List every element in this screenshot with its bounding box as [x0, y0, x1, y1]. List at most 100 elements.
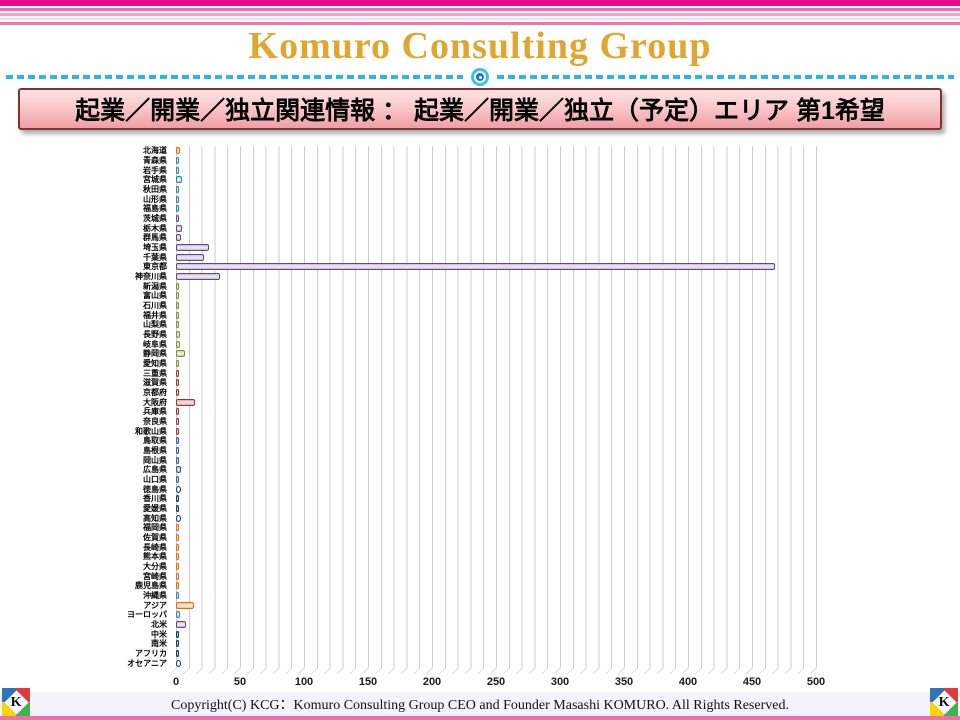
category-label: 福井県	[143, 310, 167, 320]
x-tick-label: 0	[172, 676, 180, 688]
stripe-gap	[0, 16, 960, 18]
stripe	[0, 13, 960, 16]
header-divider	[6, 68, 954, 86]
category-label: 滋賀県	[143, 378, 167, 388]
section-banner-text: 起業／開業／独立関連情報 ： 起業／開業／独立（予定）エリア 第1希望	[75, 97, 885, 125]
top-decoration-stripes	[0, 0, 960, 25]
bar	[176, 176, 183, 184]
bar	[176, 215, 179, 222]
x-tick-label: 300	[550, 676, 570, 688]
category-label: 長崎県	[143, 542, 167, 552]
bar	[176, 205, 179, 213]
divider-dash-left	[6, 75, 463, 79]
stripe-gap	[0, 11, 960, 13]
category-label: 山形県	[143, 194, 167, 204]
stripe-gap	[0, 20, 960, 22]
x-axis: 0 50 100 150 200 250 300 350 400 450 500	[172, 676, 832, 692]
stripe-gap	[0, 6, 960, 8]
category-labels: 北海道 青森県 岩手県 宮城県 秋田県 山形県 福島県 茨城県 栃木県 群馬県 埼玉県 千葉県 東京都神…	[0, 146, 172, 668]
category-label: 静岡県	[143, 349, 167, 359]
bar	[176, 292, 179, 300]
zero-marker	[176, 659, 181, 667]
category-label: 奈良県	[143, 416, 167, 426]
bar	[176, 234, 182, 242]
bar	[176, 350, 185, 358]
bar	[176, 321, 179, 329]
bar	[176, 244, 210, 251]
category-label: 愛知県	[143, 358, 167, 368]
category-label: 高知県	[143, 513, 167, 523]
category-label: 埼玉県	[143, 242, 167, 252]
x-tick-label: 250	[486, 676, 506, 688]
copyright-text: Copyright(C) KCG：Komuro Consulting Group…	[171, 698, 789, 713]
category-label: アフリカ	[135, 648, 167, 658]
x-tick-label: 400	[678, 676, 698, 688]
category-label: 鳥取県	[143, 436, 167, 446]
category-label: 北海道	[143, 146, 167, 156]
category-label: 千葉県	[143, 252, 167, 262]
zero-marker	[176, 485, 181, 493]
bar	[176, 360, 179, 367]
x-tick-label: 500	[806, 676, 826, 688]
category-label: ヨーロッパ	[127, 610, 167, 620]
x-tick-label: 50	[233, 676, 247, 688]
bar	[176, 572, 179, 580]
section-banner: 起業／開業／独立関連情報 ： 起業／開業／独立（予定）エリア 第1希望	[18, 88, 942, 130]
bar	[176, 495, 179, 503]
category-label: 徳島県	[143, 484, 167, 494]
kcg-logo-right: K	[930, 688, 958, 716]
bar	[176, 273, 220, 280]
bar	[176, 408, 179, 416]
category-label: 長野県	[143, 329, 167, 339]
bar	[176, 650, 179, 657]
bar	[176, 302, 179, 309]
logo-diamond: K	[931, 689, 957, 715]
category-label: 愛媛県	[143, 503, 167, 513]
bar	[176, 369, 179, 377]
category-label: 東京都	[143, 262, 167, 272]
category-label: 新潟県	[143, 281, 167, 291]
bar	[176, 282, 179, 290]
logo-letter: K	[938, 693, 950, 709]
category-label: 広島県	[143, 465, 167, 475]
divider-target-icon	[471, 68, 489, 86]
category-label: 熊本県	[143, 552, 167, 562]
category-label: 福岡県	[143, 523, 167, 533]
category-label: 南米	[151, 639, 167, 649]
category-label: 和歌山県	[135, 426, 167, 436]
category-label: 北米	[151, 619, 167, 629]
bar	[176, 621, 187, 628]
bar	[176, 195, 179, 203]
category-label: 神奈川県	[135, 271, 167, 281]
bar	[176, 437, 179, 445]
category-label: 沖縄県	[143, 590, 167, 600]
category-label: 大阪府	[143, 397, 167, 407]
bar	[176, 543, 179, 551]
category-label: 栃木県	[143, 223, 167, 233]
category-label: 青森県	[143, 155, 167, 165]
bar	[176, 340, 180, 348]
bar	[176, 611, 180, 619]
zero-marker	[176, 514, 181, 522]
bar	[176, 563, 179, 570]
bar	[176, 534, 179, 541]
category-label: 中米	[151, 629, 167, 639]
bar	[176, 389, 179, 396]
category-label: 群馬県	[143, 233, 167, 243]
bar	[176, 331, 180, 338]
category-label: 鹿児島県	[135, 581, 167, 591]
category-label: 宮崎県	[143, 571, 167, 581]
bar	[176, 157, 179, 164]
stripe	[0, 18, 960, 20]
stripe	[0, 0, 960, 6]
plot-area	[176, 146, 824, 668]
bar	[176, 263, 776, 271]
category-label: 茨城県	[143, 213, 167, 223]
bar	[176, 447, 179, 454]
bar	[176, 505, 179, 512]
divider-dash-right	[497, 75, 954, 79]
bar	[176, 398, 196, 406]
category-label: 福島県	[143, 204, 167, 214]
category-label: 京都府	[143, 387, 167, 397]
